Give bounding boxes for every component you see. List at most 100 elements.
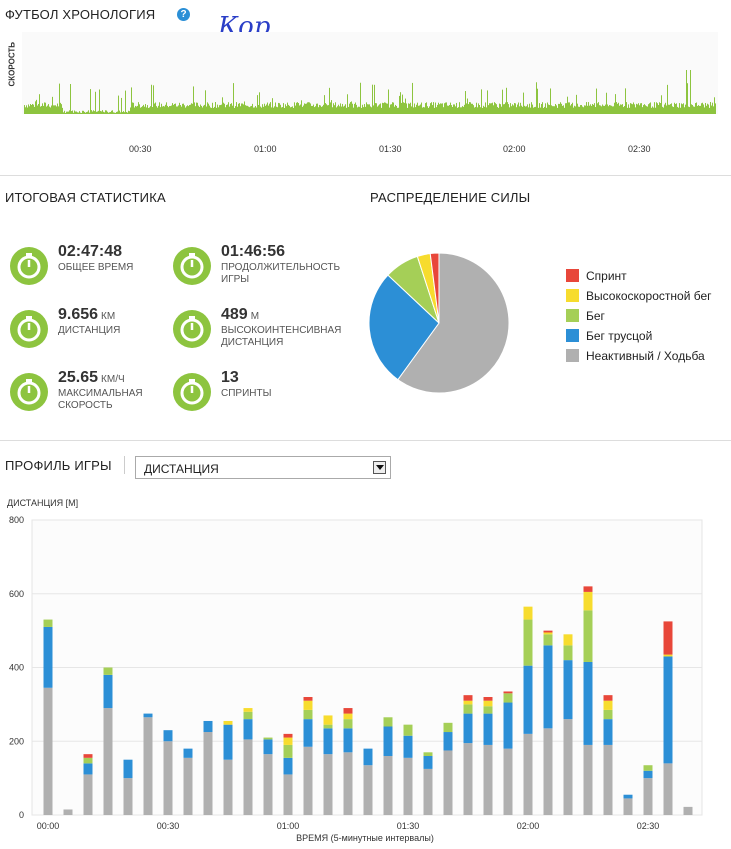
bar-segment — [243, 711, 253, 720]
timeline-bar — [602, 104, 603, 114]
bar-segment — [663, 656, 673, 764]
timeline-bar — [83, 110, 84, 114]
timeline-bar — [36, 99, 37, 114]
timeline-bar — [327, 105, 328, 114]
timeline-bar — [25, 107, 26, 114]
timeline-bar — [141, 107, 142, 114]
legend-swatch — [566, 289, 579, 302]
timeline-bar — [354, 103, 355, 114]
timeline-bar — [164, 106, 165, 114]
timeline-bar — [290, 107, 291, 114]
timeline-bar — [292, 106, 293, 114]
timeline-bar — [519, 106, 520, 114]
timeline-bar — [117, 111, 118, 114]
bar-segment — [183, 757, 193, 815]
timeline-bar — [165, 104, 166, 114]
timeline-bar — [583, 107, 584, 114]
timeline-bar — [180, 105, 181, 114]
bar-segment — [283, 737, 293, 745]
timeline-bar — [216, 107, 217, 114]
timeline-bar — [711, 105, 712, 114]
timeline-bar — [120, 112, 121, 114]
timeline-bar — [282, 107, 283, 114]
timeline-bar — [331, 100, 332, 114]
timeline-bar — [358, 106, 359, 114]
timeline-bar — [248, 106, 249, 114]
timeline-bar — [634, 104, 635, 114]
timeline-bar — [586, 102, 587, 114]
timeline-bar — [464, 104, 465, 114]
bar-segment — [683, 806, 693, 815]
timeline-bar — [428, 107, 429, 114]
timeline-bar — [547, 102, 548, 114]
timeline-bar — [423, 107, 424, 114]
chevron-down-icon[interactable] — [373, 461, 386, 474]
timeline-bar — [254, 107, 255, 114]
timeline-bar — [394, 106, 395, 114]
timeline-bar — [370, 106, 371, 114]
metric-select[interactable]: ДИСТАНЦИЯ — [135, 456, 391, 479]
timeline-bar — [341, 106, 342, 114]
timeline-bar — [395, 104, 396, 114]
timeline-bar — [443, 107, 444, 114]
timeline-bar — [448, 105, 449, 114]
timeline-bar — [139, 104, 140, 114]
help-icon[interactable]: ? — [177, 8, 190, 21]
timeline-bar — [607, 104, 608, 114]
timeline-bar — [54, 105, 55, 114]
timeline-bar — [658, 105, 659, 114]
timeline-bar — [476, 102, 477, 114]
bar-segment — [243, 739, 253, 815]
timeline-bar — [130, 107, 131, 114]
timeline-bar — [539, 103, 540, 114]
timeline-bar — [356, 104, 357, 114]
timeline-bar — [366, 102, 367, 114]
timeline-bar — [200, 104, 201, 114]
timeline-bar — [669, 104, 670, 114]
timeline-bar — [288, 104, 289, 114]
timeline-bar — [344, 105, 345, 114]
timeline-bar — [630, 103, 631, 114]
timeline-bar — [393, 102, 394, 114]
timeline-bar — [76, 111, 77, 114]
timeline-bar — [125, 90, 126, 114]
timeline-bar — [405, 98, 406, 114]
timeline-bar — [27, 107, 28, 114]
timeline-bar — [71, 111, 72, 114]
timeline-bar — [113, 112, 114, 114]
bar-segment — [423, 752, 433, 756]
timeline-bar — [163, 106, 164, 114]
timeline-bar — [221, 104, 222, 114]
timeline-bar — [348, 106, 349, 114]
timeline-bar — [649, 103, 650, 114]
bar-segment — [263, 737, 273, 740]
bar-segment — [83, 763, 93, 775]
bar-segment — [483, 697, 493, 701]
timeline-bar — [161, 103, 162, 114]
timeline-bar — [457, 107, 458, 114]
timeline-bar — [609, 105, 610, 114]
timeline-bar — [472, 103, 473, 114]
timeline-bar — [438, 102, 439, 114]
timeline-bar — [338, 104, 339, 114]
timeline-bar — [323, 104, 324, 114]
timeline-bar — [418, 105, 419, 114]
timeline-bar — [150, 106, 151, 114]
timeline-bar — [708, 104, 709, 114]
x-tick-label: 01:00 — [277, 821, 300, 831]
timeline-bar — [458, 107, 459, 114]
timeline-bar — [143, 104, 144, 114]
timeline-bar — [477, 107, 478, 114]
timeline-bar — [215, 102, 216, 114]
timeline-bar — [518, 102, 519, 114]
bar-segment — [523, 606, 533, 620]
timeline-bar — [489, 103, 490, 114]
bar-segment — [303, 709, 313, 720]
timeline-bar — [484, 106, 485, 114]
bar-segment — [623, 794, 633, 799]
timeline-bar — [266, 104, 267, 114]
timeline-bar — [371, 107, 372, 114]
timeline-bar — [247, 105, 248, 114]
pie-slice — [429, 252, 440, 324]
bar-segment — [603, 700, 613, 710]
